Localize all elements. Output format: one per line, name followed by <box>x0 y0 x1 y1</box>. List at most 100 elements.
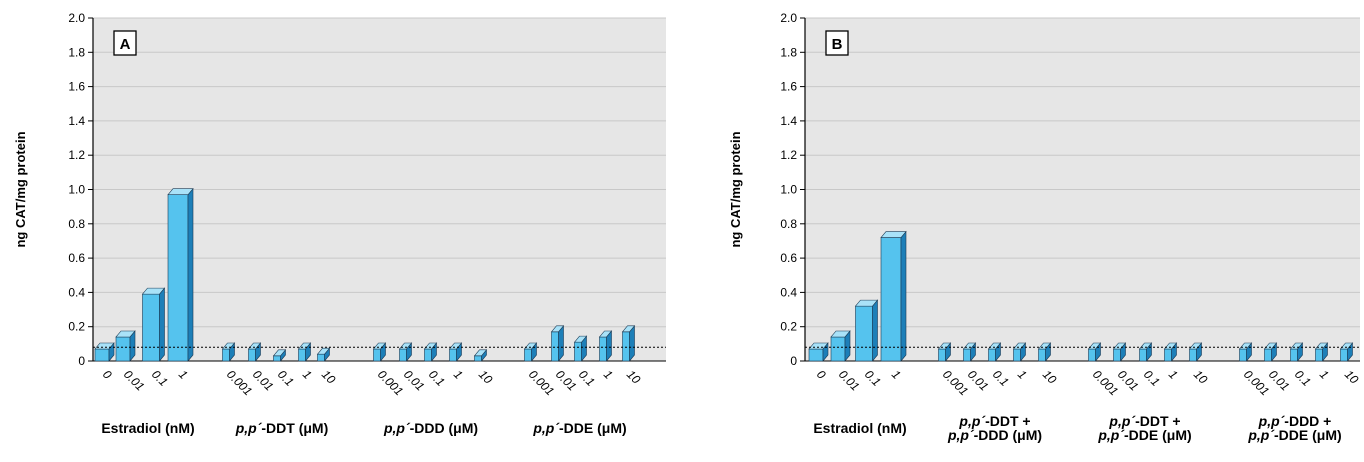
bar-front <box>574 341 582 362</box>
bar <box>1012 342 1027 362</box>
y-tick-label: 1.2 <box>68 148 85 162</box>
bar-front <box>1290 348 1298 362</box>
x-tick-label: 0.001 <box>526 367 557 398</box>
bar <box>167 187 194 362</box>
bar-top <box>1339 342 1354 350</box>
x-tick-label: 0.001 <box>1241 367 1272 398</box>
bar-top <box>473 349 488 357</box>
bar-front <box>1139 348 1147 362</box>
bar-top <box>372 342 387 350</box>
y-tick-label: 1.4 <box>68 114 85 128</box>
panel-label: A <box>120 36 131 53</box>
y-tick-label: 1.2 <box>780 148 797 162</box>
bar-front <box>1340 348 1348 362</box>
bar <box>1163 342 1178 362</box>
bar-top <box>316 347 331 355</box>
bar-front <box>599 336 607 362</box>
bar <box>94 342 115 362</box>
y-tick-label: 1.0 <box>780 183 797 197</box>
y-tick-label: 0.6 <box>68 251 85 265</box>
bar-front <box>373 348 381 362</box>
bar-top <box>598 330 613 338</box>
bar-front <box>115 336 131 362</box>
bar-top <box>987 342 1002 350</box>
x-tick-label: 0.1 <box>1292 367 1314 389</box>
y-tick-label: 0.8 <box>780 217 797 231</box>
y-tick-label: 0 <box>790 354 797 368</box>
y-tick-label: 1.6 <box>780 80 797 94</box>
bar <box>141 287 166 362</box>
bar-side <box>872 299 878 362</box>
x-tick-label: 0.01 <box>553 367 579 393</box>
bar-front <box>1038 348 1046 362</box>
y-tick-label: 0.8 <box>68 217 85 231</box>
bar <box>550 325 565 362</box>
bar-top <box>115 330 136 338</box>
x-tick-label: 0.001 <box>224 367 255 398</box>
x-tick-label: 0.01 <box>401 367 427 393</box>
bar-top <box>167 188 194 195</box>
bar-top <box>448 342 463 350</box>
bar-front <box>222 348 230 362</box>
bar <box>272 349 287 362</box>
x-tick-label: 10 <box>1191 367 1211 387</box>
bar <box>247 342 262 362</box>
bar <box>854 299 879 362</box>
bar <box>473 349 488 362</box>
y-tick-label: 0.2 <box>780 320 797 334</box>
bar <box>372 342 387 362</box>
x-tick-label: 10 <box>624 367 644 387</box>
y-tick-label: 0.6 <box>780 251 797 265</box>
bar-front <box>94 348 110 362</box>
x-tick-label: 10 <box>476 367 496 387</box>
bar <box>830 330 851 362</box>
x-tick-label: 1 <box>1317 367 1332 382</box>
bar-front <box>1088 348 1096 362</box>
x-tick-label: 0.1 <box>149 367 171 389</box>
chart-panel-b: 0 0.2 0.4 0.6 0.8 1.0 1.2 1.4 1.6 1.8 2.0 ng CAT/mg… <box>728 11 1361 443</box>
bar-top <box>550 325 565 333</box>
bar <box>1263 342 1278 362</box>
x-tick-label: 1 <box>889 367 904 382</box>
x-tick-label: 0.001 <box>1090 367 1121 398</box>
bar <box>621 325 636 362</box>
group-label: Estradiol (nM) <box>101 420 194 436</box>
bar-top <box>1087 342 1102 350</box>
bar-front <box>963 348 971 362</box>
bar <box>598 330 613 362</box>
x-tick-label: 1 <box>601 367 616 382</box>
x-tick-label: 0.001 <box>940 367 971 398</box>
x-tick-label: 0.1 <box>990 367 1012 389</box>
group-label: p,p´-DDE (μM) <box>1247 427 1341 443</box>
bar <box>1087 342 1102 362</box>
bar-front <box>424 348 432 362</box>
bar-top <box>621 325 636 333</box>
group-label: p,p´-DDE (μM) <box>532 420 626 436</box>
bar-front <box>474 355 482 362</box>
x-tick-label: 1 <box>176 367 191 382</box>
group-label: p,p´-DDT + <box>1108 413 1180 429</box>
x-tick-label: 0.1 <box>576 367 598 389</box>
bar-front <box>167 194 189 362</box>
bar-front <box>551 331 559 362</box>
bar-top <box>141 287 166 295</box>
bar <box>987 342 1002 362</box>
panel-label-box <box>113 30 137 56</box>
bar-top <box>1188 342 1203 350</box>
group-label: p,p´-DDD (μM) <box>947 427 1042 443</box>
bar-front <box>248 348 256 362</box>
bar-front <box>1315 348 1323 362</box>
x-tick-label: 0.1 <box>862 367 884 389</box>
bar-front <box>298 348 306 362</box>
bar <box>316 347 331 362</box>
x-tick-label: 0 <box>814 367 829 382</box>
bar-top <box>573 335 588 343</box>
bar-front <box>938 348 946 362</box>
bar <box>808 342 829 362</box>
bar-top <box>1263 342 1278 350</box>
x-tick-label: 10 <box>1342 367 1362 387</box>
bar <box>448 342 463 362</box>
panel-label-box <box>825 30 849 56</box>
